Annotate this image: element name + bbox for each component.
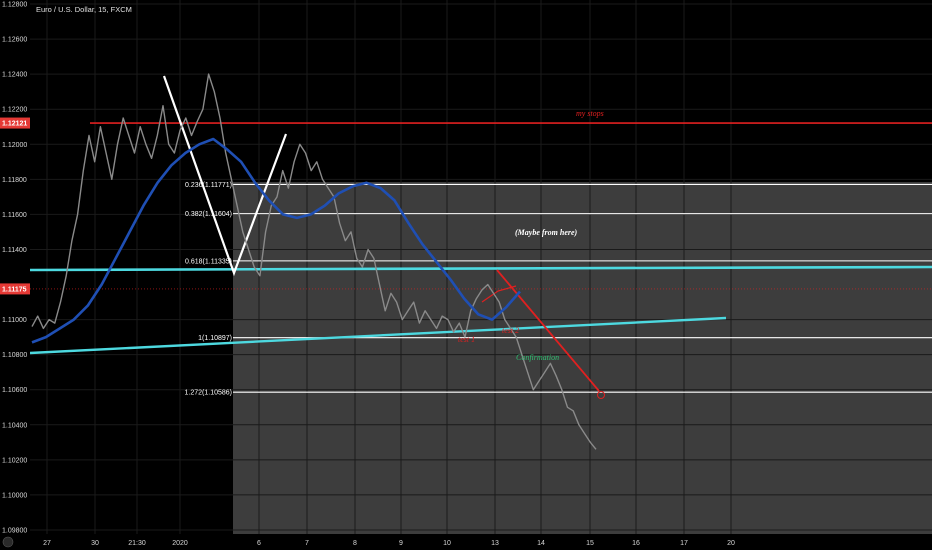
- y-tick-label: 1.10600: [2, 387, 27, 394]
- x-tick-label: 30: [91, 540, 99, 547]
- fib-zone-shading: [233, 182, 932, 534]
- price-series-group: [31, 73, 597, 450]
- y-tick-label: 1.10200: [2, 457, 27, 464]
- chart-title: Euro / U.S. Dollar, 15, FXCM: [36, 5, 132, 14]
- fib-level-label: 0.618(1.11335): [185, 258, 232, 265]
- target-marker: [597, 391, 605, 399]
- fib-level-label: 0.236(1.11771): [185, 182, 232, 189]
- x-tick-label: 10: [443, 540, 451, 547]
- annotation-maybe: (Maybe from here): [515, 228, 578, 237]
- price-badge-label: 1.12121: [2, 121, 27, 128]
- x-tick-label: 9: [399, 540, 403, 547]
- zigzag-line: [162, 75, 288, 277]
- x-tick-label: 15: [586, 540, 594, 547]
- x-tick-label: 17: [680, 540, 688, 547]
- x-tick-label: 2020: [172, 540, 188, 547]
- resistance-trendline: [29, 265, 932, 272]
- x-tick-label: 7: [305, 540, 309, 547]
- x-tick-label: 6: [257, 540, 261, 547]
- red-test-marker: [481, 285, 517, 303]
- y-tick-label: 1.10800: [2, 352, 27, 359]
- annotation-test1: test 1: [458, 335, 475, 344]
- y-tick-label: 1.12600: [2, 37, 27, 44]
- y-tick-label: 1.09800: [2, 528, 27, 535]
- y-axis[interactable]: 1.12800 1.12600 1.12400 1.12200 1.12000 1.118…: [0, 0, 30, 550]
- y-tick-label: 1.11800: [2, 177, 27, 184]
- x-tick-label: 14: [537, 540, 545, 547]
- y-tick-label: 1.11600: [2, 212, 27, 219]
- y-tick-label: 1.11000: [2, 317, 27, 324]
- price-badge-label: 1.11175: [2, 286, 27, 293]
- annotation-test2: test 2: [502, 326, 519, 335]
- y-tick-label: 1.12800: [2, 2, 27, 9]
- y-tick-label: 1.12000: [2, 142, 27, 149]
- x-tick-label: 8: [353, 540, 357, 547]
- fib-level-label: 0.382(1.11604): [185, 211, 232, 218]
- y-tick-label: 1.10400: [2, 422, 27, 429]
- fib-level-label: 1.272(1.10586): [185, 390, 232, 397]
- x-axis[interactable]: 27 30 21:30 2020 6 7 8 9 10 13 14 15 16 17 20: [0, 534, 932, 550]
- grid-lines: [30, 0, 932, 534]
- price-badge: [0, 117, 30, 129]
- y-tick-label: 1.12200: [2, 107, 27, 114]
- annotation-stops: my stops: [576, 109, 604, 118]
- y-axis-panel: [0, 0, 30, 550]
- support-trendline: [29, 316, 727, 355]
- x-tick-label: 21:30: [128, 540, 146, 547]
- x-tick-label: 20: [727, 540, 735, 547]
- annotation-confirmation: Confirmation: [516, 353, 559, 362]
- fib-level-label: 1(1.10897): [198, 335, 232, 342]
- price-badge: [0, 283, 30, 295]
- x-tick-label: 27: [43, 540, 51, 547]
- x-axis-panel: [0, 534, 932, 550]
- timezone-icon: [2, 536, 14, 548]
- y-tick-label: 1.11400: [2, 247, 27, 254]
- red-trendline: [496, 269, 600, 392]
- x-tick-label: 13: [491, 540, 499, 547]
- drawn-lines: [29, 75, 932, 399]
- annotations-group: my stops (Maybe from here) test 1 test 2 Con…: [458, 109, 604, 362]
- moving-average-series: [31, 137, 521, 344]
- x-tick-label: 16: [632, 540, 640, 547]
- y-tick-label: 1.12400: [2, 72, 27, 79]
- y-tick-label: 1.10000: [2, 492, 27, 499]
